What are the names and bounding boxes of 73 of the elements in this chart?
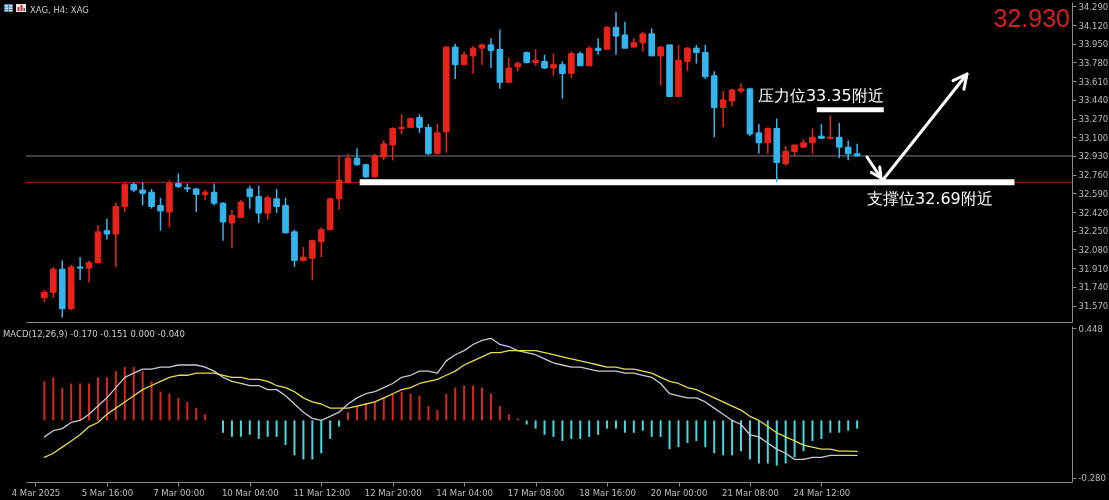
candlestick bbox=[827, 114, 834, 140]
y-tick-label: 31.740 bbox=[1078, 282, 1109, 293]
candlestick bbox=[317, 226, 325, 258]
candlestick bbox=[389, 126, 396, 162]
chart-title: XAG, H4: XAG bbox=[30, 5, 89, 15]
candlestick bbox=[469, 45, 477, 75]
candlestick bbox=[192, 187, 200, 213]
y-tick-label: 31.570 bbox=[1078, 301, 1109, 312]
candlestick bbox=[844, 139, 852, 162]
y-tick-label: 33.780 bbox=[1078, 57, 1109, 68]
y-tick-label: 33.440 bbox=[1078, 95, 1109, 106]
candlestick bbox=[103, 217, 111, 241]
y-tick-label: 31.910 bbox=[1078, 263, 1109, 274]
candlestick bbox=[210, 182, 218, 207]
candlestick bbox=[639, 30, 647, 53]
candlestick bbox=[594, 37, 602, 56]
candlestick bbox=[157, 196, 164, 232]
candlestick bbox=[684, 46, 691, 73]
ref-line-label: 压力位33.35附近 bbox=[757, 85, 884, 105]
candlestick bbox=[371, 153, 379, 179]
y-tick-label: 33.270 bbox=[1078, 114, 1109, 125]
candlestick bbox=[85, 259, 93, 284]
candlestick bbox=[398, 113, 405, 135]
y-tick-label: 34.120 bbox=[1078, 20, 1109, 31]
candlestick bbox=[505, 57, 513, 85]
y-tick-label: 33.100 bbox=[1078, 132, 1109, 143]
candlestick bbox=[50, 266, 57, 299]
y-tick-label: 32.590 bbox=[1078, 188, 1109, 199]
candlestick bbox=[719, 90, 727, 129]
candlestick bbox=[487, 37, 495, 69]
candlestick bbox=[139, 181, 146, 207]
candlestick bbox=[612, 11, 620, 56]
y-tick-label: 32.420 bbox=[1078, 207, 1109, 218]
candlestick bbox=[201, 189, 209, 201]
y-tick-label: 33.610 bbox=[1078, 76, 1109, 87]
candlestick bbox=[451, 43, 459, 80]
candlestick bbox=[559, 60, 566, 100]
candlestick bbox=[76, 256, 84, 281]
candlestick bbox=[335, 155, 343, 211]
candlestick bbox=[621, 21, 629, 49]
candlestick bbox=[764, 126, 772, 155]
candlestick bbox=[121, 181, 129, 213]
candlestick bbox=[853, 143, 861, 157]
y-tick-label: 32.250 bbox=[1078, 226, 1109, 237]
candlestick bbox=[657, 45, 664, 87]
candlestick bbox=[228, 209, 236, 250]
candlestick bbox=[219, 201, 227, 242]
candlestick bbox=[309, 238, 316, 281]
candlestick bbox=[264, 194, 271, 221]
candlestick bbox=[648, 27, 655, 57]
candlestick bbox=[603, 25, 611, 51]
candlestick bbox=[568, 50, 575, 79]
candlestick bbox=[585, 45, 593, 67]
y-tick-label: 34.290 bbox=[1078, 1, 1109, 12]
candlestick bbox=[550, 52, 557, 77]
candlestick bbox=[246, 184, 254, 210]
legend-label: 支撑位32.69附近 bbox=[866, 189, 993, 209]
annotation: 32.930 bbox=[993, 4, 1070, 32]
candlestick bbox=[755, 123, 763, 155]
candlestick bbox=[835, 122, 843, 159]
candlestick bbox=[255, 184, 263, 224]
candlestick bbox=[693, 44, 700, 65]
y-tick-label: 32.080 bbox=[1078, 244, 1109, 255]
candlestick bbox=[416, 113, 423, 134]
y-tick-label: 33.950 bbox=[1078, 39, 1109, 50]
candlestick bbox=[273, 188, 280, 214]
candlestick bbox=[148, 188, 155, 210]
candlestick bbox=[380, 139, 388, 162]
candlestick bbox=[809, 127, 816, 155]
candlestick bbox=[434, 123, 441, 155]
y-tick-label: 32.760 bbox=[1078, 170, 1109, 181]
candlestick bbox=[782, 145, 789, 167]
y-tick-label: 32.930 bbox=[1078, 151, 1109, 162]
